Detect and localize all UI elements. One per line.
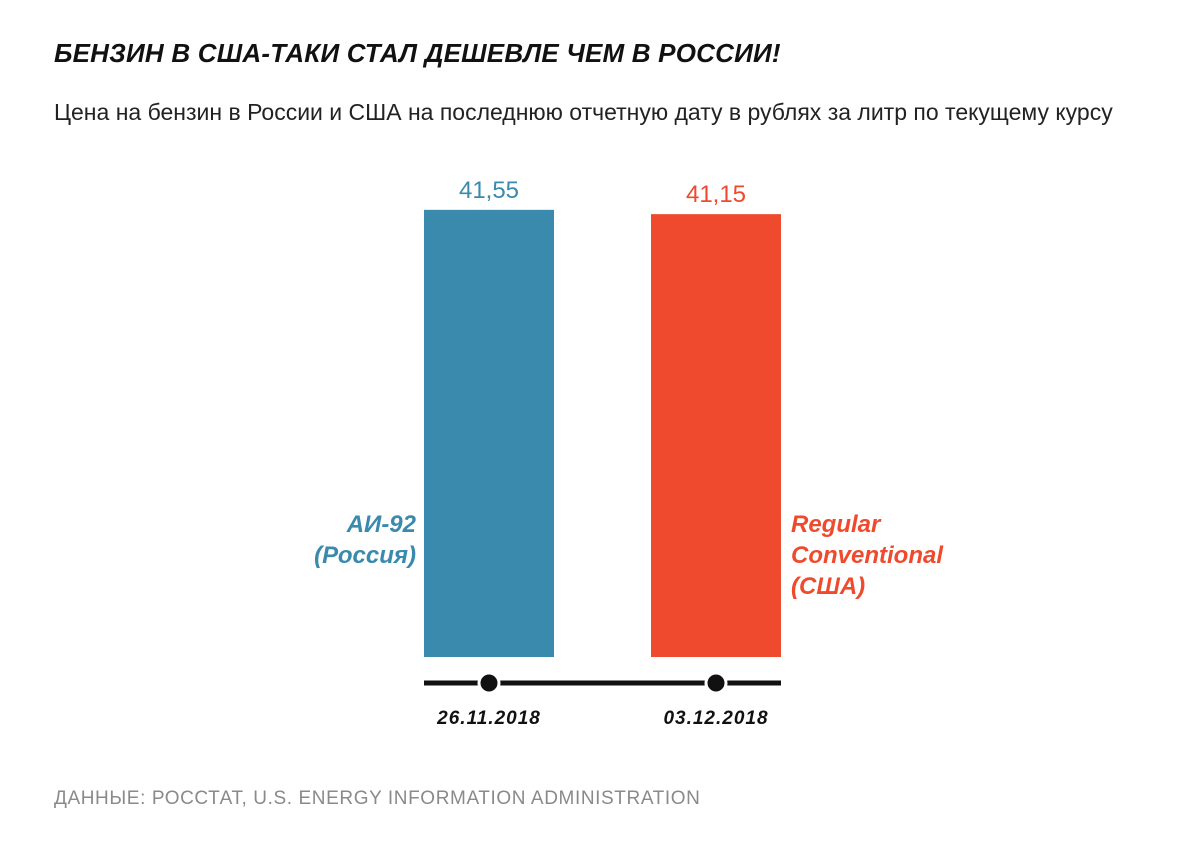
- timeline-dot-2: [704, 671, 728, 695]
- bar-1: [424, 209, 554, 658]
- date-label-1: 26.11.2018: [436, 708, 541, 729]
- value-label-2: 41,15: [686, 181, 746, 208]
- series-label-1: АИ-92 (Россия): [314, 511, 416, 569]
- series-label-2: Regular Conventional (США): [791, 511, 944, 600]
- value-label-1: 41,55: [459, 177, 519, 204]
- timeline-dot-1: [477, 671, 501, 695]
- data-source: ДАННЫЕ: РОССТАТ, U.S. ENERGY INFORMATION…: [54, 788, 701, 809]
- bar-2: [651, 214, 781, 657]
- chart-subtitle: Цена на бензин в России и США на последн…: [54, 99, 1113, 125]
- date-label-2: 03.12.2018: [663, 708, 768, 729]
- chart-title: БЕНЗИН В США-ТАКИ СТАЛ ДЕШЕВЛЕ ЧЕМ В РОС…: [54, 38, 781, 68]
